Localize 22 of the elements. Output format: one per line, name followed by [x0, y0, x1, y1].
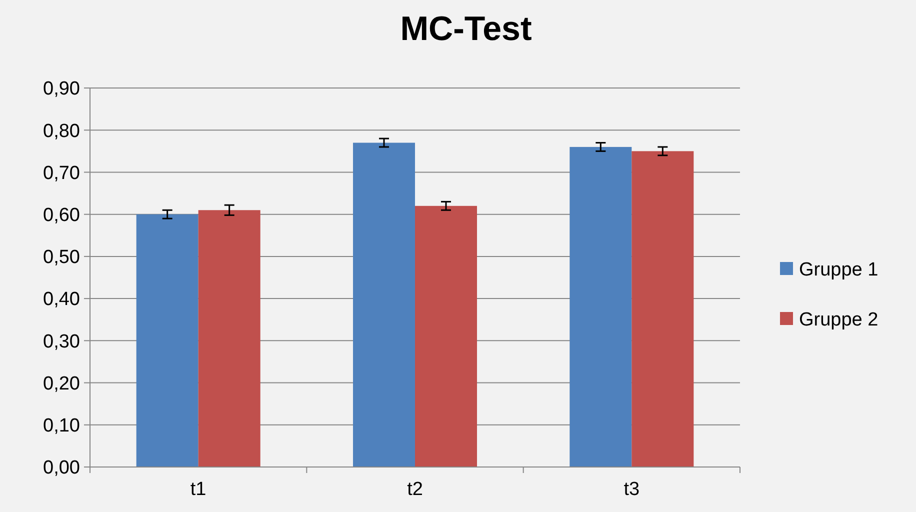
- x-tick-label: t3: [624, 479, 640, 500]
- y-tick-label: 0,30: [43, 331, 80, 352]
- bar: [136, 214, 198, 467]
- y-tick-label: 0,60: [43, 204, 80, 226]
- legend-label: Gruppe 2: [799, 310, 878, 331]
- bar: [632, 151, 694, 467]
- bar: [353, 142, 415, 467]
- y-tick-label: 0,00: [43, 458, 80, 479]
- y-tick-label: 0,70: [43, 162, 80, 184]
- y-tick-label: 0,80: [43, 120, 80, 142]
- y-tick-label: 0,40: [43, 289, 80, 310]
- bar: [570, 146, 632, 467]
- x-tick-label: t1: [190, 479, 206, 500]
- y-tick-label: 0,10: [43, 416, 80, 437]
- bar: [198, 210, 260, 467]
- legend-label: Gruppe 1: [799, 260, 878, 281]
- chart-title: MC-Test: [400, 10, 532, 48]
- x-tick-label: t2: [407, 479, 423, 500]
- bar: [415, 206, 477, 467]
- y-tick-label: 0,50: [43, 247, 80, 268]
- y-tick-label: 0,20: [43, 373, 80, 394]
- y-tick-label: 0,90: [43, 78, 80, 100]
